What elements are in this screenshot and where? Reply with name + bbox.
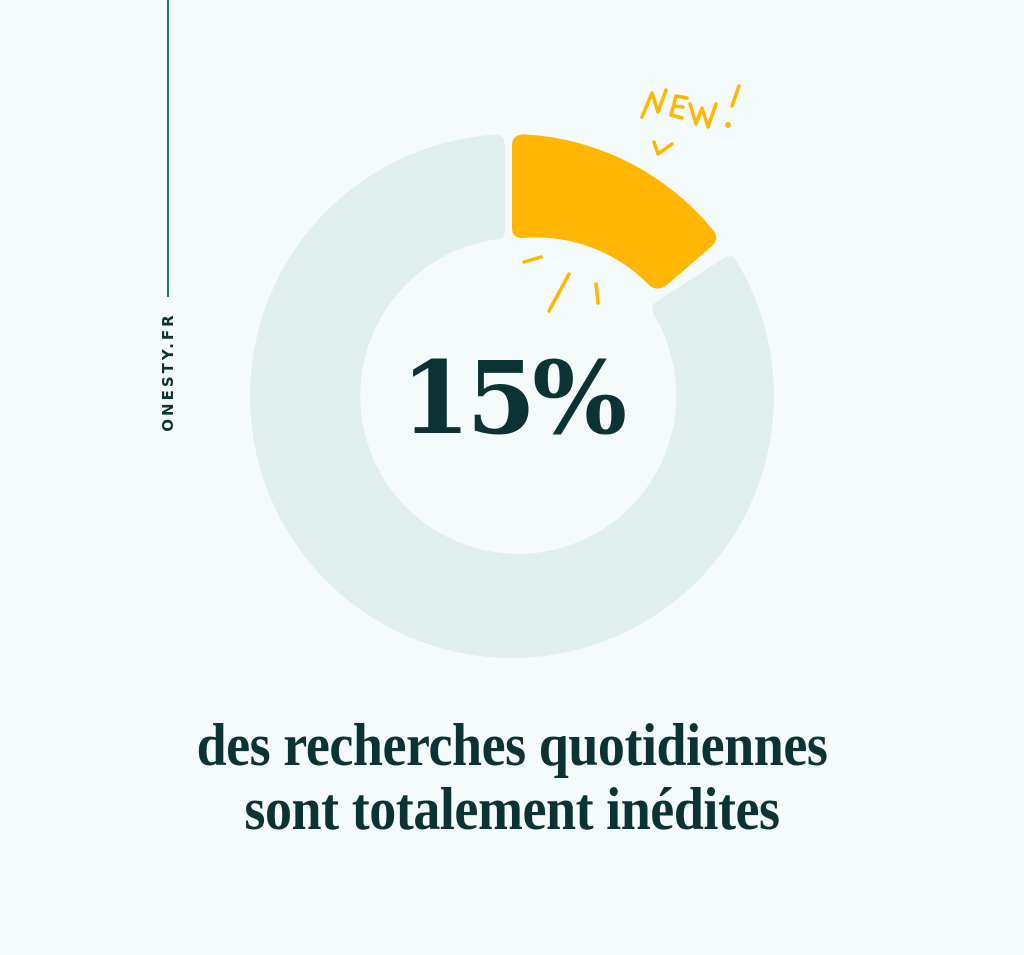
donut-segment-other [249, 134, 774, 659]
caption-line-1: des recherches quotidiennes [196, 712, 828, 778]
caption-line-2: sont totalement inédites [244, 776, 780, 842]
sparkle-lines-icon [522, 255, 600, 313]
donut-segment-highlight [512, 134, 717, 289]
new-badge-icon [640, 84, 741, 156]
brand-divider-line [167, 0, 169, 297]
headline-percentage: 15% [400, 339, 627, 457]
